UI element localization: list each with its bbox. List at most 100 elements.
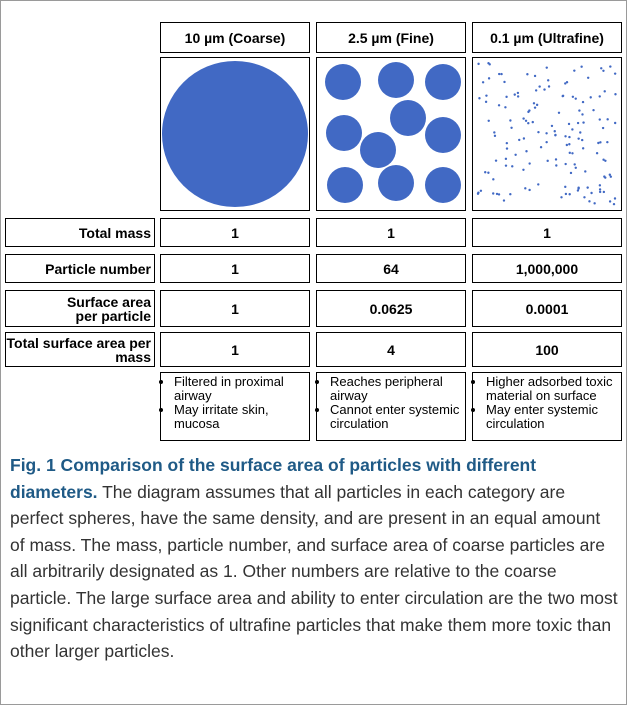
ultrafine-particle [505, 95, 508, 99]
ultrafine-particle [593, 202, 596, 205]
ultrafine-particle [574, 166, 577, 170]
ultrafine-particle [571, 128, 574, 131]
column-header: 2.5 µm (Fine) [316, 22, 466, 53]
ultrafine-particle [513, 93, 516, 96]
row-label: Particle number [5, 254, 155, 283]
fine-particle [325, 64, 361, 100]
ultrafine-particle [514, 153, 517, 157]
ultrafine-particle [546, 159, 549, 163]
ultrafine-particle [495, 192, 499, 196]
note-item: May enter systemic circulation [486, 403, 621, 431]
ultrafine-particle [613, 72, 617, 75]
table-cell: 1 [472, 218, 622, 247]
ultrafine-particle [538, 85, 541, 88]
ultrafine-particle [564, 192, 568, 196]
ultrafine-particle [561, 94, 565, 98]
ultrafine-particle [488, 63, 491, 66]
ultrafine-particle [589, 96, 592, 99]
ultrafine-particle [568, 193, 571, 196]
ultrafine-particle [608, 173, 612, 176]
ultrafine-particle [565, 81, 569, 84]
ultrafine-particle [503, 80, 506, 84]
ultrafine-particle [545, 132, 548, 135]
ultrafine-particle [543, 88, 546, 91]
ultrafine-particle [564, 162, 567, 166]
ultrafine-particle [603, 90, 606, 93]
ultrafine-particle [504, 106, 507, 109]
ultrafine-particle [478, 97, 481, 100]
ultrafine-particle [522, 137, 526, 140]
ultrafine-particle [600, 67, 603, 70]
table-cell: 64 [316, 254, 466, 283]
ultrafine-particle [588, 200, 591, 203]
ultrafine-particle [537, 130, 540, 134]
ultrafine-particle [504, 164, 508, 167]
ultrafine-particle [535, 103, 539, 107]
ultrafine-particle [484, 171, 487, 174]
ultrafine-particle [602, 190, 606, 194]
ultrafine-particle [504, 157, 508, 161]
notes-cell: Higher adsorbed toxic material on surfac… [472, 372, 622, 441]
ultrafine-particle [590, 191, 593, 195]
ultrafine-particle [609, 175, 613, 178]
row-label: Surface area per particle [5, 290, 155, 327]
ultrafine-particle [602, 158, 605, 161]
table-cell: 1 [160, 290, 310, 327]
cell-value: 1 [231, 341, 239, 358]
ultrafine-particle [524, 119, 528, 122]
ultrafine-particle [545, 66, 548, 69]
ultrafine-particle [487, 77, 491, 80]
ultrafine-particle [497, 104, 501, 107]
ultrafine-particle [537, 183, 540, 186]
ultrafine-particle [581, 138, 584, 142]
ultrafine-particle [573, 69, 576, 72]
ultrafine-particle [526, 73, 529, 76]
table-cell: 1 [160, 218, 310, 247]
ultrafine-particle [509, 193, 512, 196]
ultrafine-particle [477, 62, 480, 66]
ultrafine-particle [502, 199, 506, 202]
ultrafine-particle [493, 131, 496, 134]
ultrafine-particle [533, 74, 537, 78]
ultrafine-particle [557, 111, 561, 114]
ultrafine-particle [568, 151, 571, 155]
ultrafine-particle [613, 197, 617, 200]
ultrafine-particle [500, 72, 503, 76]
ultrafine-particle [481, 81, 485, 84]
ultrafine-particle [564, 185, 567, 189]
table-cell: 4 [316, 332, 466, 367]
ultrafine-particle [516, 91, 520, 95]
note-item: Cannot enter systemic circulation [330, 403, 465, 431]
ultrafine-particle [603, 175, 606, 178]
note-item: Filtered in proximal airway [174, 375, 309, 403]
ultrafine-particle [527, 110, 530, 114]
ultrafine-particle [545, 140, 548, 144]
ultrafine-particle [518, 138, 521, 142]
column-header-text: 0.1 µm (Ultrafine) [490, 29, 604, 46]
table-cell: 100 [472, 332, 622, 367]
ultrafine-particle [505, 147, 509, 150]
fine-particle [425, 64, 461, 100]
ultrafine-particle [479, 189, 483, 193]
table-cell: 1 [316, 218, 466, 247]
ultrafine-particle [525, 150, 528, 153]
ultrafine-particle [524, 187, 527, 190]
caption-text: The diagram assumes that all particles i… [10, 481, 618, 662]
table-cell: 0.0001 [472, 290, 622, 327]
ultrafine-particle [528, 188, 531, 192]
ultrafine-particle [592, 108, 595, 112]
ultrafine-particle [497, 72, 501, 76]
notes-list: Filtered in proximal airwayMay irritate … [161, 375, 309, 431]
ultrafine-particle [598, 184, 602, 187]
notes-cell: Filtered in proximal airwayMay irritate … [160, 372, 310, 441]
cell-value: 1,000,000 [515, 260, 579, 277]
ultrafine-particle [533, 106, 537, 109]
ultrafine-particle [528, 162, 531, 165]
table-cell: 1,000,000 [472, 254, 622, 283]
cell-value: 1 [543, 224, 551, 241]
ultrafine-particle [568, 135, 571, 139]
cell-value: 1 [387, 224, 395, 241]
ultrafine-particle [554, 133, 557, 137]
ultrafine-particle [484, 100, 488, 104]
ultrafine-particle [581, 100, 585, 104]
